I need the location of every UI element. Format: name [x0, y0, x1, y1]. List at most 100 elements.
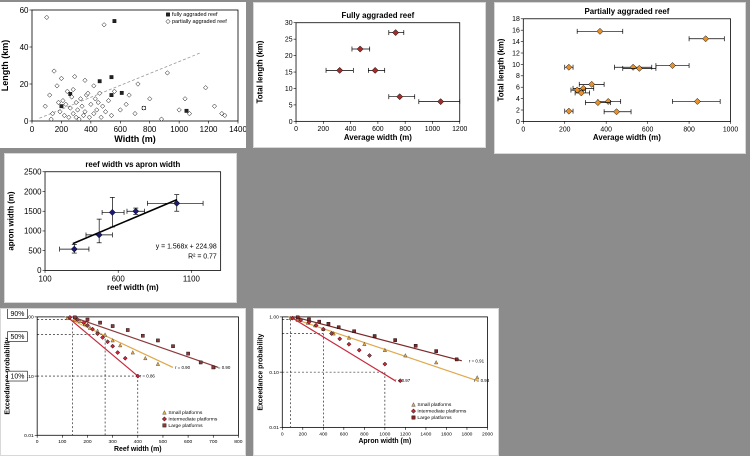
data-point — [80, 112, 87, 119]
data-point — [329, 331, 334, 336]
data-point — [219, 111, 225, 117]
y-tick-label: 6 — [516, 85, 520, 92]
x-tick-label: 400 — [600, 126, 612, 133]
y-tick-label: 0.01 — [24, 433, 34, 439]
legend-marker — [166, 12, 170, 17]
data-point — [97, 79, 102, 84]
data-point — [108, 208, 116, 216]
chart-title: Fully aggraded reef — [342, 11, 415, 20]
data-point — [437, 98, 445, 106]
plot-area — [522, 18, 731, 122]
data-point — [109, 93, 114, 98]
percent-label-box: 50% — [7, 331, 28, 342]
data-point — [118, 343, 123, 348]
y-tick-label: 0.10 — [269, 370, 279, 376]
trend-equation: y = 1.568x + 224.98 — [156, 244, 217, 251]
data-point — [48, 116, 54, 122]
y-tick-label: 20 — [285, 53, 293, 60]
data-point — [382, 361, 388, 367]
y-tick-label: 1000 — [24, 227, 42, 236]
data-point — [336, 66, 344, 74]
data-point — [320, 326, 326, 332]
data-point — [69, 94, 75, 100]
legend-label: Large platforms — [417, 415, 452, 421]
x-tick-label: 700 — [209, 439, 217, 445]
fit-label: r = 0.86 — [140, 374, 156, 379]
percent-label-box: 10% — [7, 370, 28, 382]
data-point — [115, 350, 121, 355]
y-tick-label: 25 — [285, 37, 293, 44]
y-tick-label: 0 — [289, 119, 293, 126]
legend-marker — [411, 402, 416, 407]
x-tick-label: 400 — [84, 125, 98, 134]
data-point — [86, 114, 92, 120]
data-point — [290, 315, 295, 321]
series — [72, 315, 219, 370]
series — [325, 29, 461, 106]
x-tick-label: 200 — [559, 126, 571, 133]
panel-reef-exceedance: 0 100 200 300 400 500 600 700 800 0.01 0.10 1.00 Ree… — [0, 308, 246, 456]
plot-area — [44, 171, 222, 271]
x-tick-label: 600 — [340, 431, 348, 437]
data-point — [50, 111, 56, 117]
chart-reef-vs-apron: 100 600 1100 0 500 1000 1500 2000 2500 reef width… — [6, 160, 222, 292]
data-point — [317, 319, 321, 324]
legend-label: Small platforms — [168, 410, 202, 416]
x-tick-label: 800 — [683, 126, 695, 133]
data-point — [108, 112, 115, 119]
percent-label-frame — [7, 331, 28, 342]
data-point — [198, 360, 203, 365]
y-tick-label: 0.10 — [24, 374, 34, 380]
chart-title: Partially aggraded reef — [584, 7, 669, 16]
data-point — [58, 75, 64, 82]
x-tick-label: 1000 — [379, 431, 390, 437]
data-point — [98, 320, 102, 325]
data-point — [132, 111, 138, 117]
x-tick-label: 100 — [38, 274, 52, 283]
data-point — [110, 338, 115, 343]
data-point — [103, 332, 108, 337]
legend-marker — [165, 18, 171, 25]
x-axis-label: Average width (m) — [344, 133, 412, 142]
series — [42, 14, 228, 122]
data-point — [382, 347, 387, 352]
x-tick-label: 800 — [360, 431, 368, 437]
x-tick-label: 800 — [399, 126, 411, 133]
data-point — [176, 107, 182, 113]
x-tick-label: 1400 — [229, 125, 246, 134]
data-point — [73, 315, 77, 320]
data-point — [346, 335, 351, 340]
series — [294, 315, 462, 362]
data-point — [434, 360, 439, 365]
percent-label: 10% — [11, 374, 25, 381]
data-point — [70, 245, 78, 253]
y-tick-label: 0.01 — [269, 425, 279, 431]
data-point — [100, 103, 106, 109]
x-tick-label: 200 — [299, 431, 307, 437]
legend-label: partially aggraded reef — [172, 19, 227, 25]
data-point — [77, 96, 84, 102]
data-point — [57, 109, 63, 115]
x-tick-label: 0 — [30, 125, 35, 134]
legend-marker — [410, 408, 417, 414]
percent-label: 90% — [11, 311, 25, 318]
y-tick-label: 18 — [512, 16, 520, 23]
y-tick-label: 2 — [516, 107, 520, 114]
data-point — [68, 92, 73, 96]
data-point — [211, 365, 216, 370]
data-point — [110, 343, 116, 349]
series — [59, 194, 204, 254]
data-point — [211, 103, 218, 109]
x-tick-label: 200 — [55, 125, 69, 134]
fit-line — [64, 316, 174, 368]
data-point — [336, 325, 341, 330]
y-axis-label: Exceedance probability — [258, 333, 265, 410]
data-point — [475, 375, 480, 380]
data-point — [47, 92, 53, 98]
data-point — [143, 356, 148, 360]
x-tick-label: 1000 — [170, 125, 188, 134]
x-tick-label: 0 — [521, 126, 525, 133]
data-point — [63, 101, 69, 107]
